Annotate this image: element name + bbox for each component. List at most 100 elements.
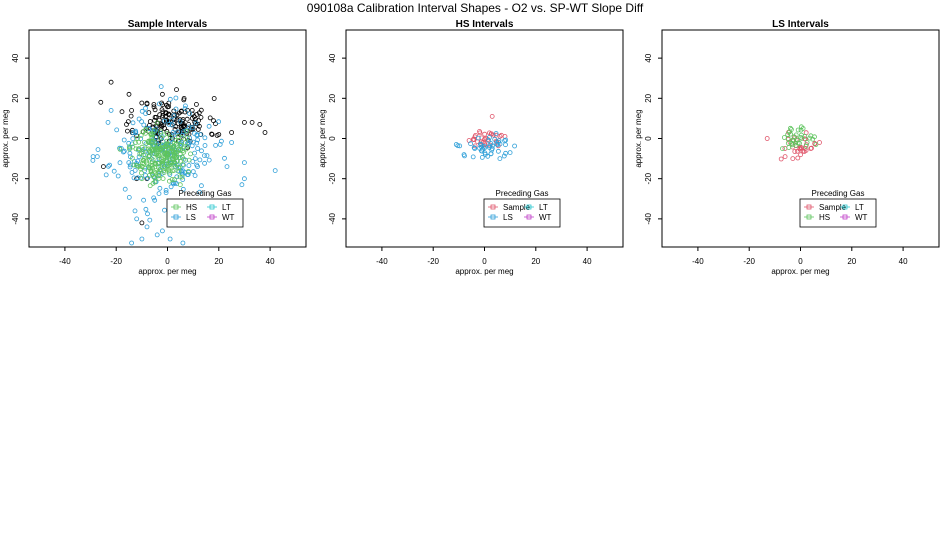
- data-point: [139, 100, 145, 106]
- legend-marker: [842, 204, 848, 210]
- data-point: [90, 157, 96, 163]
- legend-title: Preceding Gas: [812, 189, 865, 198]
- legend-marker: [490, 214, 496, 220]
- data-point: [177, 117, 183, 123]
- x-tick-label: 40: [583, 257, 592, 266]
- legend-entry-label: LT: [222, 203, 231, 212]
- data-point: [168, 118, 174, 123]
- data-point: [794, 148, 800, 154]
- legend-marker: [526, 214, 532, 220]
- data-point: [817, 140, 822, 145]
- data-point: [167, 160, 173, 166]
- data-point: [157, 185, 163, 191]
- panel-title: HS Intervals: [456, 19, 514, 30]
- data-point: [793, 132, 799, 138]
- y-tick-label: -40: [328, 213, 337, 225]
- data-point: [158, 135, 163, 141]
- legend-box: [166, 198, 244, 228]
- x-tick-label: 20: [847, 257, 856, 266]
- data-point: [249, 120, 255, 125]
- data-point: [479, 135, 485, 141]
- data-point: [808, 146, 814, 151]
- data-point: [173, 106, 179, 112]
- data-point: [187, 111, 192, 116]
- data-point: [206, 123, 212, 129]
- data-point: [453, 142, 459, 147]
- data-point: [178, 141, 184, 147]
- data-point: [798, 134, 803, 140]
- data-point: [148, 169, 154, 175]
- data-point: [178, 143, 184, 148]
- data-point: [184, 135, 190, 141]
- data-point: [143, 105, 148, 111]
- data-point: [198, 183, 204, 189]
- data-point: [156, 170, 162, 176]
- data-point: [161, 170, 167, 176]
- data-point: [239, 182, 245, 188]
- data-point: [782, 154, 788, 160]
- data-point: [132, 159, 137, 165]
- legend-entry-label: WT: [855, 213, 868, 222]
- data-point: [195, 146, 201, 151]
- data-point: [149, 162, 155, 168]
- data-point: [486, 143, 492, 149]
- data-point: [154, 232, 160, 238]
- data-point: [141, 122, 147, 128]
- legend-entry-label: WT: [539, 213, 552, 222]
- data-point: [190, 139, 196, 145]
- data-point: [493, 131, 499, 136]
- data-point: [94, 154, 100, 160]
- panel-2: HS Intervals -40 -20 0 20 40 40 20 0 -20 -40 approx…: [318, 19, 624, 276]
- x-tick-label: -40: [59, 257, 71, 266]
- data-point: [782, 135, 787, 140]
- data-point: [158, 84, 164, 89]
- data-point: [101, 164, 106, 170]
- data-point: [180, 123, 186, 129]
- data-point: [489, 146, 495, 151]
- data-point: [166, 121, 172, 127]
- x-tick-label: -20: [743, 257, 755, 266]
- data-point: [138, 170, 144, 176]
- data-point: [145, 139, 151, 145]
- data-point: [166, 178, 172, 184]
- data-point: [176, 134, 181, 140]
- data-point: [156, 153, 162, 159]
- data-point: [173, 95, 179, 101]
- legend-entry-label: LT: [539, 203, 548, 212]
- legend-entry-label: LS: [186, 213, 196, 222]
- data-point: [486, 144, 492, 150]
- data-point: [180, 177, 186, 182]
- data-point: [788, 131, 793, 137]
- data-point: [182, 140, 188, 146]
- data-point: [488, 151, 494, 157]
- data-point: [186, 124, 192, 130]
- data-point: [151, 102, 157, 107]
- data-point: [169, 155, 175, 161]
- legend-marker: [526, 204, 532, 210]
- data-point: [197, 157, 203, 163]
- data-point: [139, 176, 145, 182]
- data-point: [187, 135, 193, 141]
- data-point: [164, 138, 170, 144]
- data-point: [180, 186, 186, 192]
- data-point: [241, 120, 247, 125]
- data-point: [127, 146, 132, 152]
- y-tick-label: -20: [644, 172, 653, 184]
- legend-entry-label: WT: [222, 213, 235, 222]
- data-point: [119, 109, 125, 115]
- data-point: [161, 132, 167, 138]
- legend-entry-label: LT: [855, 203, 864, 212]
- data-point: [163, 190, 169, 196]
- data-point: [189, 125, 195, 131]
- data-point: [503, 150, 509, 156]
- data-point: [497, 133, 503, 139]
- data-point: [189, 115, 195, 121]
- data-point: [152, 179, 158, 185]
- legend: Preceding Gas Sample LT LS WT: [483, 189, 561, 228]
- data-point: [186, 122, 192, 127]
- data-point: [157, 112, 163, 118]
- data-point: [152, 107, 158, 113]
- data-point: [183, 128, 189, 134]
- data-point: [202, 143, 208, 148]
